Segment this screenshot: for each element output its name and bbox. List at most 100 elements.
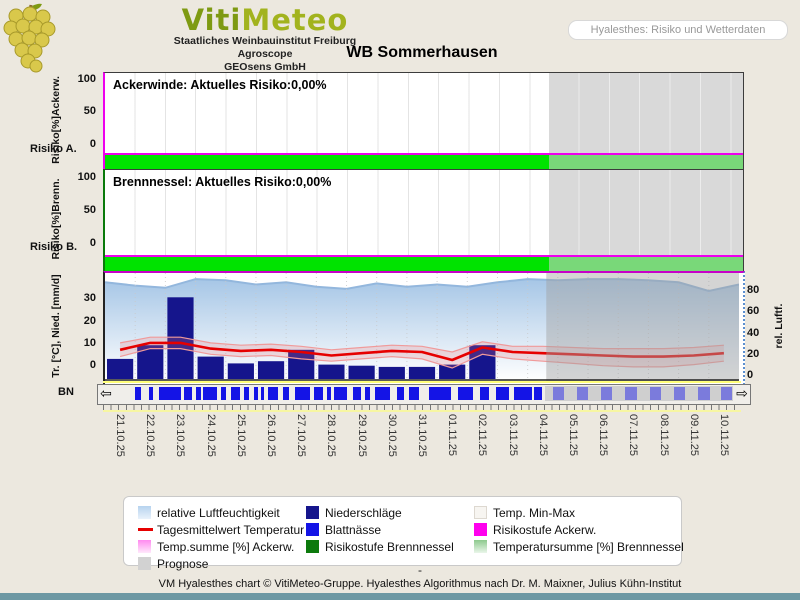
leaf-wetness-forecast-bg — [545, 386, 733, 401]
leaf-wetness-segment — [534, 387, 543, 400]
leaf-wetness-segment — [220, 387, 227, 400]
legend-label: Risikostufe Ackerw. — [493, 522, 597, 537]
leaf-wetness-segment — [333, 387, 348, 400]
leaf-wetness-segment — [313, 387, 323, 400]
legend-column: Niederschläge Blattnässe Risikostufe Brenn… — [306, 504, 454, 555]
date-label-06.11.25: 06.11.25 — [597, 414, 610, 457]
legend-item-lgreen: Temperatursumme [%] Brennnessel — [474, 538, 684, 555]
ytick-brennnessel-50: 50 — [83, 204, 96, 216]
navy-swatch — [306, 506, 319, 519]
date-label-31.10.25: 31.10.25 — [416, 414, 428, 457]
date-label-08.11.25: 08.11.25 — [657, 414, 670, 457]
legend-item-minmax: Temp. Min-Max — [474, 504, 684, 521]
legend-item-blue: Blattnässe — [306, 521, 454, 538]
pink-swatch — [138, 540, 151, 553]
date-label-23.10.25: 23.10.25 — [174, 414, 187, 457]
leaf-wetness-segment — [396, 387, 404, 400]
legend-label: relative Luftfeuchtigkeit — [157, 505, 280, 520]
ytick-weather-right-20: 20 — [747, 348, 760, 360]
blue-swatch — [306, 523, 319, 536]
date-label-28.10.25: 28.10.25 — [325, 414, 338, 457]
forecast-region — [549, 170, 743, 255]
leaf-wetness-segment — [374, 387, 390, 400]
date-label-29.10.25: 29.10.25 — [355, 414, 368, 457]
time-scrollbar[interactable]: ⇦ ⇨ — [97, 384, 751, 405]
leaf-wetness-track — [115, 386, 733, 401]
risk-b-row-label: Risiko B. — [30, 241, 78, 253]
scroll-right-arrow[interactable]: ⇨ — [736, 385, 748, 401]
brennnessel-risk-band-forecast — [549, 257, 743, 271]
leaf-wetness-segment — [158, 387, 181, 400]
leaf-wetness-segment — [283, 387, 289, 400]
legend-label: Prognose — [157, 556, 209, 571]
legend-label: Temp. Min-Max — [493, 505, 576, 520]
footer-teal-bar — [0, 593, 800, 600]
grape-bunch-logo — [3, 3, 56, 73]
leaf-wetness-segment — [673, 387, 686, 400]
legend-column: Temp. Min-Max Risikostufe Ackerw. Temperat… — [474, 504, 684, 555]
date-label-25.10.25: 25.10.25 — [234, 414, 247, 457]
minmax-swatch — [474, 506, 487, 519]
date-label-04.11.25: 04.11.25 — [536, 414, 549, 457]
leaf-wetness-segment — [364, 387, 370, 400]
legend: relative Luftfeuchtigkeit Tagesmittelwert… — [123, 496, 684, 571]
leaf-wetness-segment — [576, 387, 589, 400]
ytick-ackerwinde-0: 0 — [89, 138, 96, 150]
ytick-weather-left-0: 0 — [89, 359, 96, 371]
risk-a-row-label: Risiko A. — [30, 143, 77, 155]
ytick-weather-right-0: 0 — [747, 369, 754, 381]
ackerwinde-panel-title: Ackerwinde: Aktuelles Risiko:0,00% — [113, 78, 327, 92]
ytick-weather-left-30: 30 — [83, 292, 96, 304]
ytick-weather-right-40: 40 — [747, 327, 760, 339]
legend-label: Temperatursumme [%] Brennnessel — [493, 539, 684, 554]
leaf-wetness-segment — [409, 387, 420, 400]
org-line-1: Staatliches Weinbauinstitut Freiburg — [173, 35, 357, 47]
ytick-weather-left-10: 10 — [83, 337, 96, 349]
date-label-21.10.25: 21.10.25 — [114, 414, 127, 457]
leaf-wetness-segment — [244, 387, 250, 400]
date-label-24.10.25: 24.10.25 — [204, 414, 217, 457]
ytick-ackerwinde-100: 100 — [77, 73, 96, 85]
leaf-wetness-segment — [649, 387, 662, 400]
lgreen-swatch — [474, 540, 487, 553]
leaf-wetness-segment — [230, 387, 241, 400]
logo-block: VitiMeteo Staatliches Weinbauinstitut Fr… — [120, 6, 410, 74]
date-label-07.11.25: 07.11.25 — [627, 414, 640, 457]
leaf-wetness-segment — [352, 387, 361, 400]
leaf-wetness-segment — [326, 387, 331, 400]
ackerwinde-risk-band-forecast — [549, 155, 743, 169]
legend-item-navy: Niederschläge — [306, 504, 454, 521]
separator-line-yellow-2 — [103, 410, 741, 412]
leaf-wetness-segment — [203, 387, 217, 400]
date-label-05.11.25: 05.11.25 — [566, 414, 579, 457]
leaf-wetness-segment — [184, 387, 193, 400]
date-label-02.11.25: 02.11.25 — [476, 414, 489, 457]
leaf-wetness-segment — [514, 387, 532, 400]
forecast-region — [549, 73, 743, 153]
station-title: WB Sommerhausen — [346, 44, 498, 61]
org-line-3: GEOsens GmbH — [224, 61, 306, 73]
redline-swatch — [138, 528, 153, 531]
humidity-swatch — [138, 506, 151, 519]
scroll-left-arrow[interactable]: ⇦ — [100, 385, 112, 401]
magenta-swatch — [474, 523, 487, 536]
date-label-27.10.25: 27.10.25 — [295, 414, 308, 457]
date-label-22.10.25: 22.10.25 — [144, 414, 157, 457]
vitimeteo-wordmark: VitiMeteo — [181, 3, 349, 37]
date-label-03.11.25: 03.11.25 — [506, 414, 519, 457]
leaf-wetness-segment — [135, 387, 141, 400]
legend-item-humidity: relative Luftfeuchtigkeit — [138, 504, 304, 521]
hyalesthes-mode-button[interactable]: Hyalesthes: Risiko und Wetterdaten — [568, 20, 788, 40]
legend-item-magenta: Risikostufe Ackerw. — [474, 521, 684, 538]
brennnessel-risk-panel: Brennnessel: Aktuelles Risiko:0,00% — [103, 169, 744, 272]
leaf-wetness-segment — [721, 387, 732, 400]
weather-panel — [103, 271, 745, 385]
weather-chart — [104, 273, 740, 381]
leaf-wetness-segment — [600, 387, 613, 400]
legend-item-pink: Temp.summe [%] Ackerw. — [138, 538, 304, 555]
gray-swatch — [138, 557, 151, 570]
leaf-wetness-segment — [428, 387, 451, 400]
leaf-wetness-segment — [195, 387, 201, 400]
leaf-wetness-segment — [495, 387, 510, 400]
brennnessel-panel-title: Brennnessel: Aktuelles Risiko:0,00% — [113, 175, 332, 189]
